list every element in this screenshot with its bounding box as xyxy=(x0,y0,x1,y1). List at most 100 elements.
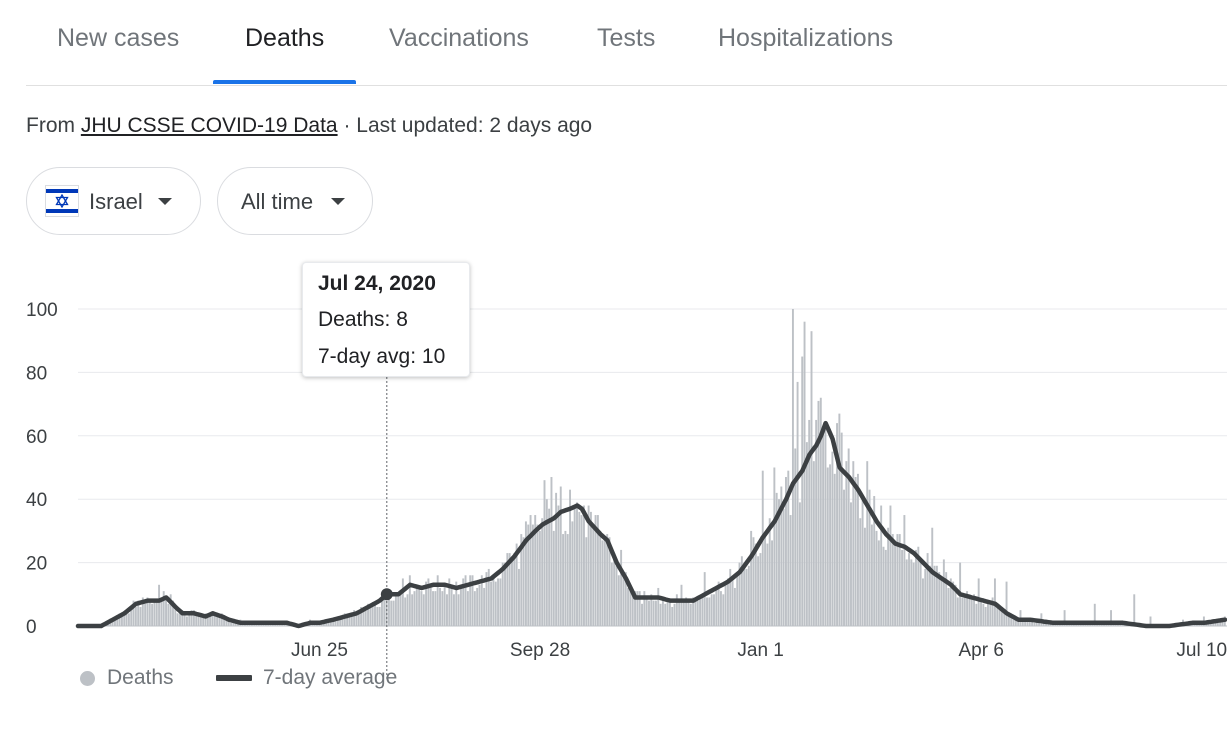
deaths-bar xyxy=(699,597,702,626)
deaths-bar xyxy=(996,603,999,626)
tab-hospitalizations[interactable]: Hospitalizations xyxy=(718,24,894,52)
deaths-bar xyxy=(160,597,163,626)
deaths-bar xyxy=(504,562,506,626)
time-range-label: All time xyxy=(241,189,314,214)
deaths-bar xyxy=(1024,619,1027,626)
deaths-bar xyxy=(404,597,407,626)
deaths-bar xyxy=(457,594,460,626)
deaths-bar xyxy=(901,549,904,626)
deaths-bar xyxy=(174,606,177,626)
x-tick-label: Jul 10 xyxy=(1176,640,1227,661)
deaths-bar xyxy=(483,587,486,626)
deaths-bar xyxy=(812,461,815,626)
deaths-bar xyxy=(843,489,845,626)
deaths-bar xyxy=(548,508,551,626)
deaths-bar xyxy=(360,606,363,626)
deaths-bar xyxy=(963,597,966,626)
deaths-bar xyxy=(810,331,813,626)
deaths-bar xyxy=(111,619,114,626)
deaths-bar xyxy=(643,591,646,626)
deaths-bar xyxy=(750,530,753,626)
deaths-bar xyxy=(141,597,144,626)
deaths-bar xyxy=(1033,622,1036,626)
y-tick-label: 60 xyxy=(26,427,47,448)
deaths-bar xyxy=(1110,610,1112,626)
deaths-bar xyxy=(557,505,560,626)
deaths-bar xyxy=(726,578,729,626)
deaths-bar xyxy=(882,546,885,626)
deaths-chart[interactable]: 0 20 40 60 80 100 Jun 25 Sep 28 Jan 1 Apr 6 Jul 10 xyxy=(0,250,1227,682)
deaths-bar xyxy=(1017,619,1020,626)
tab-deaths[interactable]: Deaths xyxy=(245,24,325,52)
deaths-bar xyxy=(654,600,657,626)
deaths-bar xyxy=(411,594,414,626)
y-tick-label: 40 xyxy=(26,490,47,511)
deaths-bar xyxy=(1133,594,1136,626)
deaths-bar xyxy=(798,502,801,626)
deaths-bar xyxy=(501,562,504,626)
deaths-bar xyxy=(880,505,883,626)
deaths-bar xyxy=(664,603,667,626)
deaths-bar xyxy=(394,594,397,626)
deaths-bar xyxy=(1012,616,1015,626)
deaths-bar xyxy=(197,616,200,626)
deaths-bar xyxy=(771,540,773,626)
deaths-bar xyxy=(1093,603,1096,626)
deaths-bar xyxy=(845,461,848,626)
deaths-bar xyxy=(884,549,887,626)
deaths-bar xyxy=(531,524,534,626)
deaths-bar xyxy=(854,477,857,626)
deaths-bar xyxy=(506,553,509,626)
data-source-line: From JHU CSSE COVID-19 Data · Last updat… xyxy=(26,114,592,138)
deaths-bar xyxy=(650,594,653,626)
deaths-bar xyxy=(692,597,695,626)
deaths-bar xyxy=(573,505,576,626)
deaths-bar xyxy=(513,553,516,626)
deaths-bar xyxy=(541,518,544,626)
deaths-bar xyxy=(826,467,829,626)
deaths-bar xyxy=(648,600,650,626)
deaths-bar xyxy=(778,499,780,626)
deaths-bar xyxy=(1207,622,1210,626)
deaths-bar xyxy=(167,603,170,626)
deaths-bar xyxy=(343,613,346,626)
deaths-bar xyxy=(172,600,174,626)
deaths-bar xyxy=(873,496,876,626)
deaths-bar xyxy=(332,619,335,626)
deaths-bar xyxy=(441,591,444,626)
source-link[interactable]: JHU CSSE COVID-19 Data xyxy=(80,114,338,137)
deaths-bar xyxy=(833,473,836,626)
deaths-bar xyxy=(696,600,699,626)
deaths-bar xyxy=(680,584,683,626)
tab-vaccinations[interactable]: Vaccinations xyxy=(389,24,529,52)
deaths-bar xyxy=(736,572,739,626)
deaths-bar xyxy=(617,575,620,626)
deaths-bar xyxy=(863,527,866,626)
deaths-bar xyxy=(199,616,202,626)
tab-new-cases[interactable]: New cases xyxy=(57,24,180,52)
deaths-bar xyxy=(840,432,843,626)
deaths-bar xyxy=(743,562,746,626)
deaths-bar xyxy=(517,568,520,626)
deaths-bar xyxy=(870,524,873,626)
deaths-bar xyxy=(645,597,648,626)
deaths-bar xyxy=(782,508,785,626)
chevron-down-icon xyxy=(331,198,345,205)
deaths-bar xyxy=(390,600,393,626)
deaths-bar xyxy=(397,594,400,626)
deaths-bar xyxy=(887,527,890,626)
deaths-bar xyxy=(211,613,214,626)
country-select[interactable]: Israel xyxy=(26,167,201,235)
deaths-bar xyxy=(629,591,632,626)
time-range-select[interactable]: All time xyxy=(217,167,373,235)
deaths-bar xyxy=(336,619,339,626)
deaths-bar xyxy=(434,591,437,626)
x-tick-label: Sep 28 xyxy=(510,640,570,661)
deaths-bar xyxy=(896,534,899,626)
deaths-bar xyxy=(118,613,121,626)
y-tick-label: 20 xyxy=(26,554,47,575)
tab-tests[interactable]: Tests xyxy=(597,24,656,52)
deaths-bar xyxy=(961,597,964,626)
deaths-bar xyxy=(708,597,711,626)
deaths-bar xyxy=(227,619,230,626)
